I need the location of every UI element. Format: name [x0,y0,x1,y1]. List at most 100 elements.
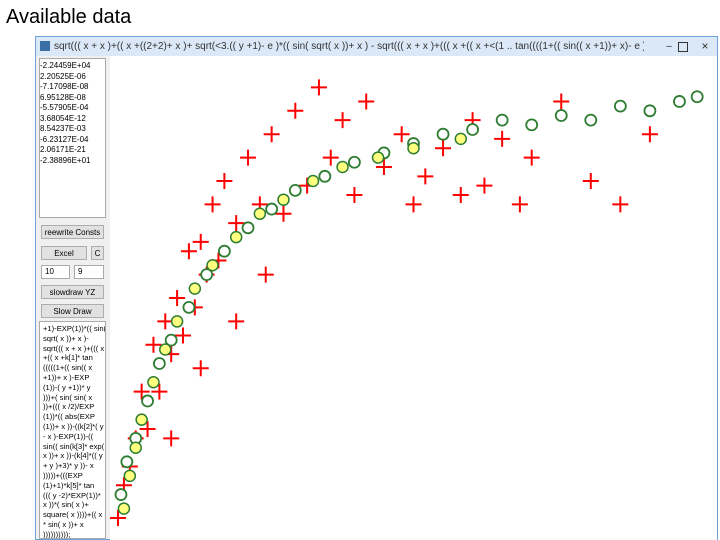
constant-value: -5.57905E-04 [40,103,89,112]
window-title: sqrt((( x + x )+(( x +((2+2)+ x )+ sqrt(… [54,41,644,52]
circle-point [525,118,539,132]
cross-point [228,215,245,232]
circle-point [241,221,255,235]
code-line: (((((1+(( sin(( x [43,363,93,373]
cross-point [151,383,168,400]
constant-value: 8.54237E-03 [40,124,86,133]
plot [110,56,717,540]
cross-point [452,187,469,204]
cross-point [334,112,351,129]
cross-point [553,93,570,110]
cross-point [358,93,375,110]
cross-point [287,102,304,119]
code-line: sqrt((( x + x )+((( x [43,343,105,353]
app-window: sqrt((( x + x )+(( x +((2+2)+ x )+ sqrt(… [35,36,718,540]
code-line: sin(( sin(k[3]* exp( [43,441,105,451]
cross-point [375,158,392,175]
plot-background [110,56,717,540]
circle-point [347,155,361,169]
circle-point [690,90,704,104]
code-line: (1))-( y +1))* y [43,382,91,392]
code-line: * sin( x ))+ x [43,519,84,529]
circle-point [643,104,657,118]
cross-point [192,233,209,250]
excel-button[interactable]: Excel [41,246,87,260]
dot-point [159,343,172,356]
cross-point [523,149,540,166]
cross-point [204,196,221,213]
circle-point [141,394,154,408]
code-line: )))+( sin( sin( x [43,392,93,402]
slowdraw-yz-button[interactable]: slowdraw YZ [41,285,104,299]
code-line: )))))+(((EXP [43,470,83,480]
code-line: (1)+1)*k[5]* tan [43,480,95,490]
code-line: +1)-EXP(1))*(( sin( [43,324,106,333]
cross-point [511,196,528,213]
spinner[interactable]: 9 [74,265,104,279]
maximize-button[interactable] [678,42,688,52]
code-line: + y )+3)* y ))- x [43,461,94,471]
code-line: sqrt( x ))+ x )- [43,333,89,343]
dot-point [206,258,219,272]
app-icon [40,41,50,51]
spinner[interactable]: 10 [41,265,70,279]
dot-point [407,141,420,155]
close-button[interactable]: × [701,39,709,53]
code-line: - x )-EXP(1))-(( [43,431,94,441]
constant-value: -2.38896E+01 [40,155,91,165]
circle-point [318,169,332,183]
cross-point [139,421,156,438]
cross-point [163,430,180,447]
circle-point [495,113,509,127]
cross-point [494,130,511,147]
cross-point [169,290,186,306]
cross-point [240,149,257,166]
constant-value: 6.95128E-08 [40,92,86,102]
circle-point [288,183,302,197]
code-line: (1))*(( abs(EXP [43,412,95,422]
constant-value: 2.06171E-21 [40,145,86,154]
cross-point [110,509,126,526]
dot-point [306,174,320,188]
cross-point [582,173,599,189]
constant-value: -2.24459E+04 [40,61,91,70]
cross-point [417,168,434,185]
cross-point [216,173,233,189]
circle-point [120,455,134,469]
cross-point [175,327,192,344]
slow-draw-button[interactable]: Slow Draw [41,304,104,318]
code-line: (1))+ x ))-((k[2]*( y [43,421,104,431]
formula-textbox[interactable]: +1)-EXP(1))*(( sin(sqrt( x ))+ x )- sqrt(… [39,321,106,539]
circle-point [554,109,568,122]
code-line: ((( y -2)*EXP(1))* [43,490,101,500]
circle-point [164,333,178,347]
cross-point [257,266,274,283]
circle-point [613,99,627,113]
cross-point [192,360,209,377]
circle-point [584,113,598,127]
cross-point [133,383,150,400]
constant-value: 2.20525E-06 [40,71,86,81]
code-line: x ))*( sin( x )+ [43,500,89,510]
circle-point [200,268,214,282]
rewrite-button[interactable]: reewrite Consts [41,225,104,239]
cross-point [641,126,658,143]
cross-point [346,187,363,204]
circle-point [265,202,279,216]
dot-point [229,230,243,244]
cross-point [612,196,629,213]
circle-point [466,123,480,136]
dot-point [129,441,142,455]
constant-value: -7.17098E-08 [40,82,89,91]
dot-point [135,413,148,426]
cross-point [393,126,410,143]
constants-list[interactable]: -2.24459E+04 2.20525E-06 -7.17098E-08 6.951… [39,58,106,218]
dot-point [117,502,131,515]
cross-point [405,196,422,213]
minimize-button[interactable]: – [666,41,672,52]
circle-point [217,244,231,258]
code-line: ))+((( x /2)/EXP [43,402,95,412]
c-button[interactable]: C [91,246,104,260]
dot-point [147,375,160,389]
